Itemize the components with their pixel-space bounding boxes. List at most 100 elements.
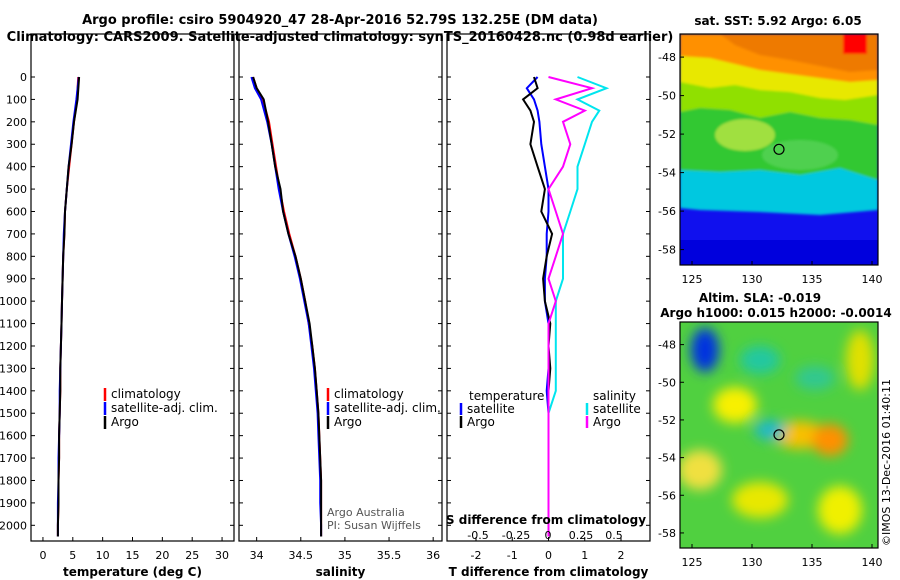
diff-legend-right-label: salinity: [593, 389, 636, 403]
depth-tick-label: 1400: [0, 385, 27, 398]
sst-argo-marker: [773, 143, 785, 155]
depth-tick-label: 200: [6, 116, 27, 129]
sla-map-field: [680, 322, 878, 548]
depth-tick-label: 600: [6, 205, 27, 218]
sst-green-patch-2: [762, 140, 838, 170]
salinity-xtick-label: 35.5: [377, 549, 402, 562]
sst-map-frame: [679, 33, 879, 266]
diff-legend-right-label: satellite: [593, 402, 641, 416]
temperature-xtick-label: 30: [215, 549, 229, 562]
sst-map-title: sat. SST: 5.92 Argo: 6.05: [694, 14, 861, 28]
salinity-xtick-label: 36: [426, 549, 440, 562]
depth-tick-label: 300: [6, 138, 27, 151]
diff-legend-left-label: temperature: [469, 389, 544, 403]
sst-ytick-label: -54: [658, 167, 676, 180]
depth-tick-label: 0: [20, 71, 27, 84]
legend-label: Argo: [111, 415, 139, 429]
difference-xtick-label: 1: [581, 549, 588, 562]
sla-ytick-label: -56: [658, 489, 676, 502]
legend-label: climatology: [111, 387, 181, 401]
legend-label: Argo: [334, 415, 362, 429]
legend-label: satellite-adj. clim.: [111, 401, 218, 415]
sst-map-field: [680, 34, 878, 265]
sla-ytick-label: -54: [658, 452, 676, 465]
sla-argo-marker: [773, 429, 785, 441]
depth-tick-label: 1700: [0, 452, 27, 465]
temperature-xtick-label: 25: [185, 549, 199, 562]
temperature-xtick-label: 10: [96, 549, 110, 562]
diff-xtick-top-label: -0.25: [502, 529, 530, 542]
temperature-xlabel: temperature (deg C): [63, 565, 202, 579]
sst-ytick-label: -56: [658, 205, 676, 218]
sla-high-6: [818, 486, 862, 534]
temperature-xtick-label: 0: [39, 549, 46, 562]
text-layer: 0100200300400500600700800900100011001200…: [0, 14, 893, 579]
salinity-series-argo: [252, 76, 323, 537]
sla-ytick-label: -48: [658, 339, 676, 352]
sst-ytick-label: -50: [658, 90, 676, 103]
sla-map-subtitle: Argo h1000: 0.015 h2000: -0.0014: [660, 306, 891, 320]
depth-tick-label: 800: [6, 250, 27, 263]
sst-green-patch: [715, 119, 775, 151]
sla-ytick-label: -52: [658, 414, 676, 427]
difference-series-s-argo: [547, 76, 596, 537]
legend-label: satellite-adj. clim.: [334, 401, 441, 415]
figure-title: Argo profile: csiro 5904920_47 28-Apr-20…: [82, 13, 598, 28]
lines-layer: [56, 76, 610, 537]
depth-tick-label: 1600: [0, 430, 27, 443]
difference-xtick-label: 2: [618, 549, 625, 562]
sla-ytick-label: -50: [658, 376, 676, 389]
difference-xtick-label: 0: [545, 549, 552, 562]
depth-tick-label: 1000: [0, 295, 27, 308]
sla-high-3: [812, 424, 848, 456]
salinity-xtick-label: 34: [250, 549, 264, 562]
salinity-xtick-label: 34.5: [289, 549, 314, 562]
depth-tick-label: 1100: [0, 318, 27, 331]
temperature-series-argo: [56, 76, 81, 537]
temperature-xtick-label: 15: [126, 549, 140, 562]
salinity-series-climatology: [252, 76, 323, 537]
legend-label: climatology: [334, 387, 404, 401]
sla-low-4: [795, 366, 835, 390]
diff-xtick-top-label: 0.5: [605, 529, 623, 542]
sla-xtick-label: 135: [802, 556, 823, 569]
salinity-annotation: PI: Susan Wijffels: [327, 519, 421, 532]
sla-map-frame: [679, 321, 879, 549]
depth-tick-label: 100: [6, 93, 27, 106]
salinity-frame: [238, 33, 443, 542]
sla-map-title: Altim. SLA: -0.019: [699, 291, 821, 305]
difference-xtick-label: -1: [507, 549, 518, 562]
sla-high-1: [713, 387, 757, 423]
depth-tick-label: 1800: [0, 474, 27, 487]
depth-tick-label: 500: [6, 183, 27, 196]
sst-ytick-label: -58: [658, 244, 676, 257]
sst-ytick-label: -48: [658, 51, 676, 64]
sla-low-3: [754, 420, 786, 440]
sla-high-4: [680, 450, 722, 490]
frames-layer: [30, 33, 879, 549]
sst-ytick-label: -52: [658, 128, 676, 141]
sst-xtick-label: 125: [682, 273, 703, 286]
diff-legend-left-label: satellite: [467, 402, 515, 416]
depth-tick-label: 1200: [0, 340, 27, 353]
sla-high-7: [846, 330, 874, 390]
diff-legend-left-label: Argo: [467, 415, 495, 429]
depth-tick-label: 1500: [0, 407, 27, 420]
depth-tick-label: 900: [6, 273, 27, 286]
diff-xtick-top-label: 0: [545, 529, 552, 542]
temperature-xtick-label: 5: [69, 549, 76, 562]
diff-xtick-top-label: 0.25: [569, 529, 594, 542]
depth-tick-label: 400: [6, 161, 27, 174]
difference-xlabel: T difference from climatology: [449, 565, 649, 579]
sst-xtick-label: 140: [862, 273, 883, 286]
sla-low-1: [691, 328, 719, 372]
sst-xtick-label: 135: [802, 273, 823, 286]
depth-tick-label: 2000: [0, 519, 27, 532]
diff-xlabel-top: S difference from climatology: [446, 513, 646, 527]
sla-ytick-label: -58: [658, 527, 676, 540]
temperature-xtick-label: 20: [155, 549, 169, 562]
salinity-xlabel: salinity: [316, 565, 366, 579]
salinity-annotation: Argo Australia: [327, 506, 405, 519]
salinity-xtick-label: 35: [338, 549, 352, 562]
